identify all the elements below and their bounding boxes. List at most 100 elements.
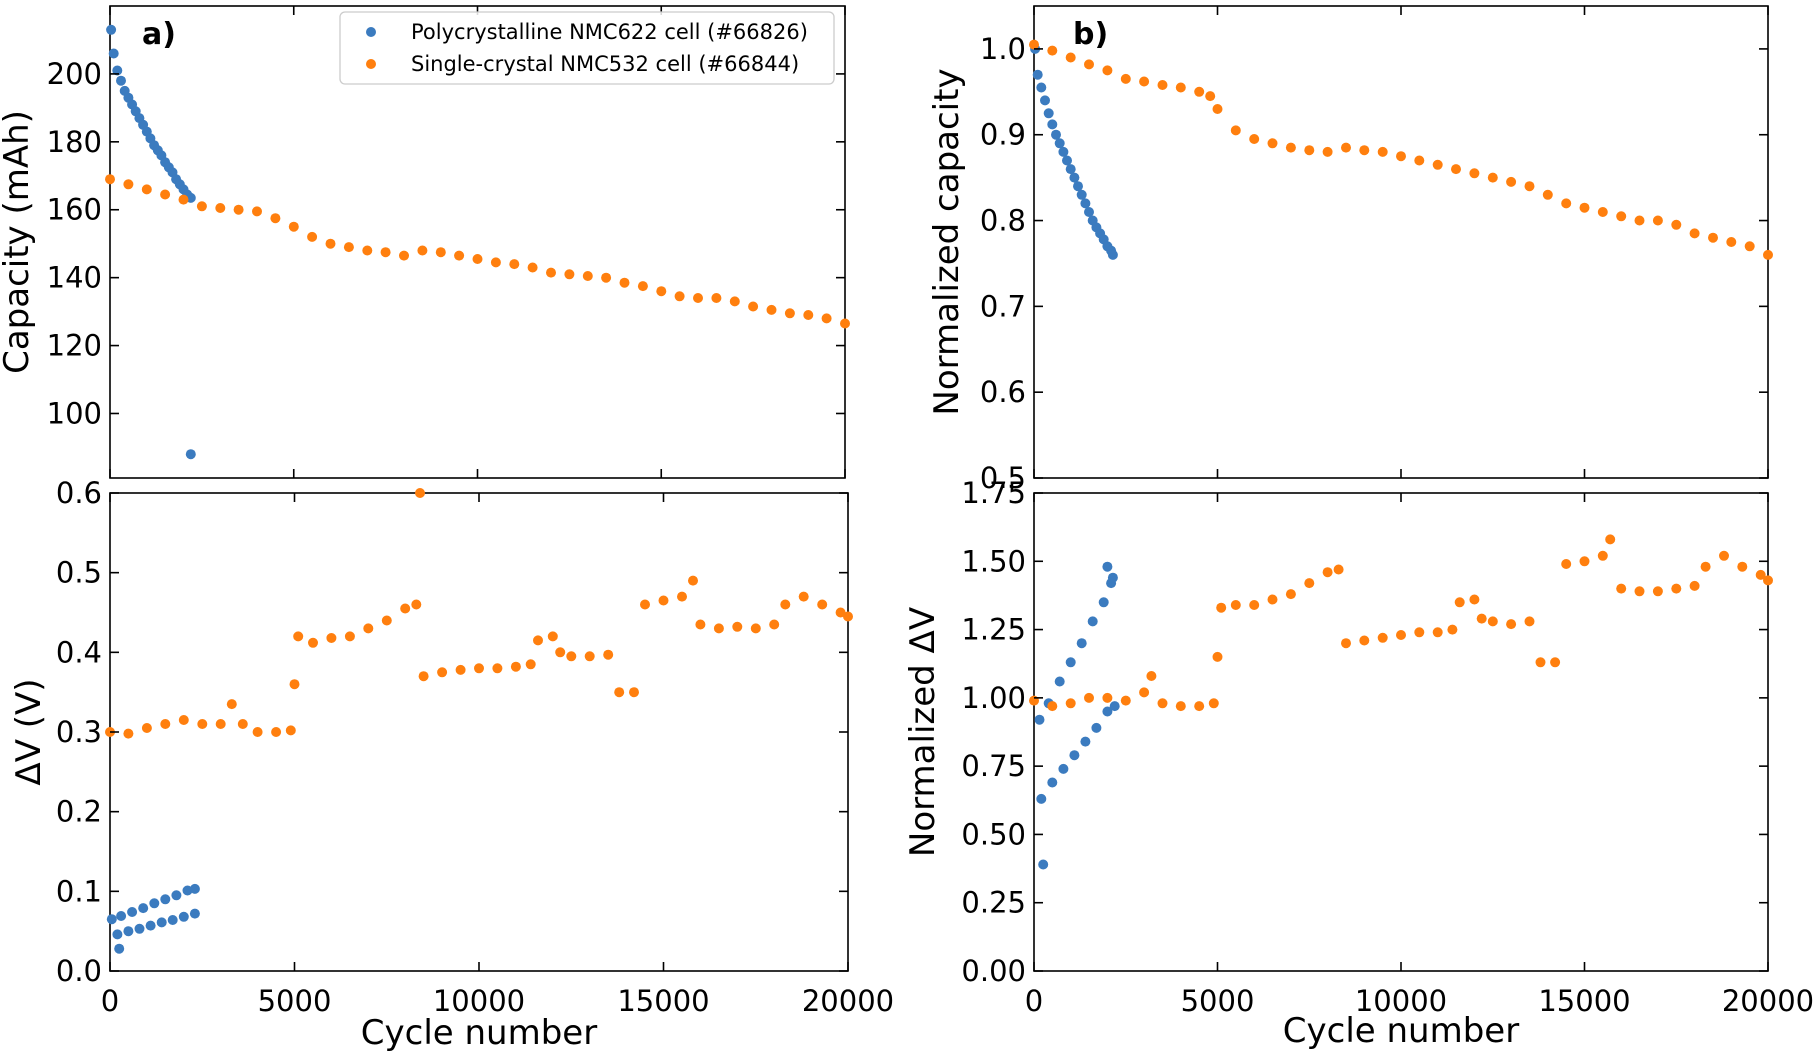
data-point-single_crystal-10 — [271, 727, 282, 737]
data-point-single_crystal-13 — [343, 242, 354, 253]
data-point-single_crystal-0 — [1029, 39, 1039, 50]
data-point-polycrystalline-3 — [1040, 95, 1050, 106]
data-point-single_crystal-27 — [525, 659, 536, 670]
data-point-single_crystal-35 — [629, 687, 639, 698]
y-tick-label: 0.1 — [56, 874, 102, 908]
y-tick-label: 160 — [47, 193, 102, 227]
data-point-single_crystal-0 — [105, 174, 115, 185]
data-point-single_crystal-3 — [1084, 692, 1094, 703]
data-point-single_crystal-28 — [1524, 181, 1535, 192]
data-point-single_crystal-2 — [1065, 52, 1076, 63]
data-point-single_crystal-41 — [1763, 249, 1773, 260]
data-point-single_crystal-50 — [415, 488, 425, 498]
data-point-polycrystalline-10 — [123, 926, 134, 937]
data-point-single_crystal-4 — [178, 715, 189, 725]
y-tick-label: 0.2 — [56, 795, 102, 829]
data-point-single_crystal-37 — [1689, 228, 1700, 239]
data-point-single_crystal-22 — [437, 667, 448, 678]
data-point-single_crystal-16 — [399, 250, 409, 261]
data-point-single_crystal-29 — [637, 281, 648, 292]
data-point-single_crystal-22 — [1414, 155, 1425, 166]
data-point-single_crystal-40 — [1616, 583, 1627, 594]
data-point-single_crystal-18 — [1304, 578, 1315, 589]
data-point-single_crystal-30 — [656, 286, 667, 297]
data-point-polycrystalline-13 — [1076, 189, 1087, 200]
data-point-polycrystalline-8 — [1058, 146, 1069, 157]
data-point-single_crystal-7 — [233, 204, 244, 215]
y-tick-label: 0.25 — [961, 886, 1026, 920]
data-point-polycrystalline-10 — [1036, 793, 1047, 804]
data-points — [105, 488, 853, 954]
data-point-single_crystal-11 — [1208, 698, 1219, 709]
data-point-polycrystalline-6 — [1051, 129, 1061, 140]
data-point-single_crystal-22 — [1359, 635, 1370, 646]
data-point-single_crystal-1 — [1047, 701, 1058, 712]
data-point-single_crystal-28 — [533, 635, 543, 646]
data-point-single_crystal-10 — [1205, 91, 1216, 102]
data-point-single_crystal-7 — [1157, 80, 1168, 90]
x-tick-label: 20000 — [802, 984, 894, 1018]
y-tick-label: 0.8 — [980, 204, 1026, 238]
data-point-polycrystalline-22 — [1107, 249, 1118, 260]
data-point-single_crystal-31 — [1579, 202, 1590, 213]
y-tick-label: 0.3 — [56, 715, 102, 749]
data-point-polycrystalline-7 — [1054, 138, 1065, 149]
data-point-single_crystal-35 — [1550, 657, 1561, 668]
data-point-single_crystal-31 — [566, 651, 577, 662]
data-point-polycrystalline-11 — [134, 923, 145, 934]
data-point-single_crystal-17 — [363, 623, 374, 634]
data-point-polycrystalline-16 — [1102, 706, 1113, 717]
data-points — [1029, 534, 1773, 870]
data-point-single_crystal-8 — [252, 206, 262, 217]
y-tick-label: 1.75 — [961, 476, 1026, 510]
data-point-polycrystalline-2 — [1036, 82, 1047, 93]
data-point-single_crystal-37 — [784, 308, 795, 319]
data-point-single_crystal-37 — [1579, 556, 1590, 567]
data-point-single_crystal-39 — [688, 575, 698, 586]
data-point-single_crystal-34 — [1634, 215, 1645, 226]
data-point-single_crystal-9 — [270, 213, 281, 224]
data-point-single_crystal-26 — [1487, 172, 1498, 183]
data-point-polycrystalline-1 — [108, 48, 119, 59]
data-point-single_crystal-23 — [455, 664, 466, 675]
data-point-single_crystal-18 — [435, 247, 446, 258]
data-point-single_crystal-28 — [619, 277, 630, 288]
data-point-polycrystalline-15 — [1084, 207, 1094, 217]
data-point-polycrystalline-2 — [1054, 676, 1065, 687]
data-point-single_crystal-11 — [307, 231, 318, 242]
data-point-single_crystal-36 — [766, 304, 777, 315]
y-tick-label: 0.5 — [980, 461, 1026, 495]
data-point-polycrystalline-12 — [1073, 181, 1083, 192]
x-tick-label: 0 — [1025, 984, 1043, 1018]
data-point-single_crystal-15 — [1249, 600, 1260, 610]
data-point-polycrystalline-16 — [189, 908, 200, 919]
data-point-single_crystal-32 — [1597, 207, 1608, 217]
data-point-single_crystal-9 — [1175, 701, 1186, 712]
data-point-single_crystal-25 — [1469, 168, 1480, 179]
axis-ticks: 0.5 0.6 0.7 0.8 0.9 1.0 — [980, 6, 1769, 495]
y-tick-label: 0.50 — [961, 817, 1026, 851]
data-point-single_crystal-21 — [418, 671, 429, 682]
data-point-polycrystalline-2 — [112, 65, 123, 76]
data-point-single_crystal-30 — [555, 647, 566, 658]
data-point-single_crystal-14 — [362, 245, 373, 256]
legend: Polycrystalline NMC622 cell (#66826) Sin… — [339, 11, 835, 85]
data-point-single_crystal-14 — [1230, 600, 1241, 610]
x-tick-label: 15000 — [617, 984, 709, 1018]
panel-b-normalized-capacity: 0.5 0.6 0.7 0.8 0.9 1.0 Normalized capacity b… — [927, 5, 1773, 495]
panel-label-a: a) — [142, 17, 176, 52]
data-point-single_crystal-20 — [1377, 146, 1388, 157]
data-point-polycrystalline-3 — [138, 903, 149, 914]
y-tick-label: 0.4 — [56, 635, 102, 669]
data-point-single_crystal-15 — [1285, 142, 1296, 153]
data-point-polycrystalline-8 — [1107, 572, 1118, 583]
data-point-single_crystal-12 — [1230, 125, 1241, 136]
data-point-single_crystal-26 — [582, 271, 593, 281]
data-point-polycrystalline-2 — [127, 907, 138, 917]
data-point-polycrystalline-0 — [106, 24, 117, 35]
data-point-single_crystal-10 — [1194, 701, 1205, 712]
data-point-single_crystal-40 — [695, 619, 706, 630]
data-point-single_crystal-14 — [308, 637, 318, 648]
data-point-single_crystal-8 — [1157, 698, 1168, 709]
